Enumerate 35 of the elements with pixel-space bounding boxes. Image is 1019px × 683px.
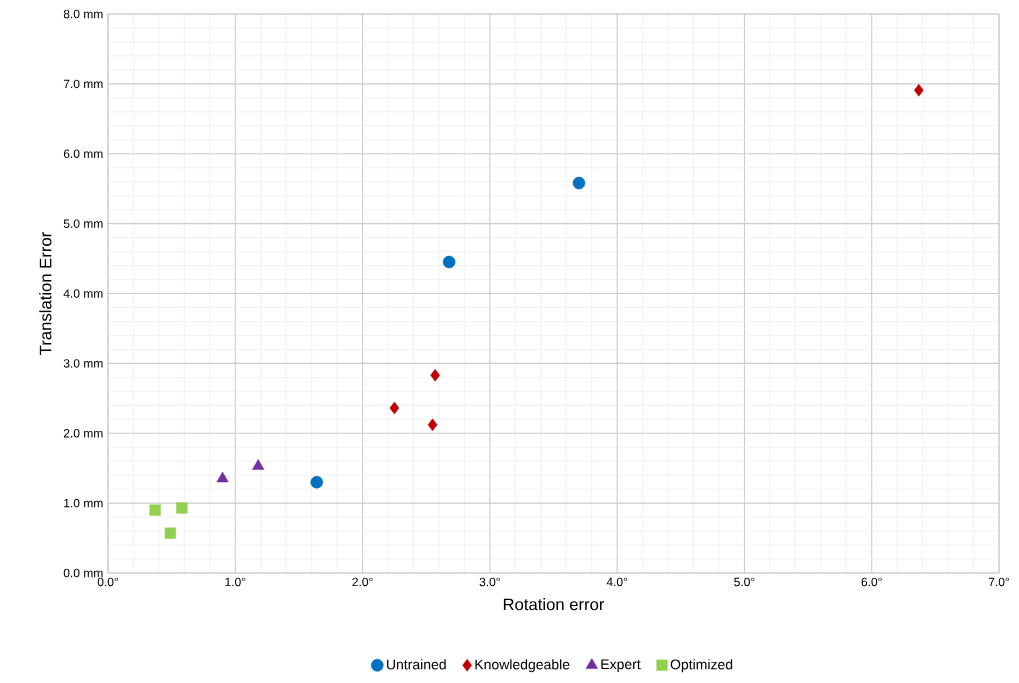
- y-tick-label: 4.0 mm: [63, 289, 103, 298]
- y-tick-label: 1.0 mm: [64, 498, 103, 508]
- x-tick-label: 1.0°: [225, 577, 246, 587]
- point: [164, 527, 176, 539]
- point: [149, 504, 161, 516]
- point: [430, 368, 440, 382]
- x-tick-label: 4.0°: [606, 577, 628, 587]
- point: [252, 459, 265, 470]
- x-tick-label: 2.0°: [352, 577, 373, 587]
- point: [216, 471, 229, 483]
- x-tick-label: 3.0°: [479, 577, 500, 587]
- x-axis-title: Rotation error: [503, 598, 605, 611]
- legend-label: Expert: [601, 659, 641, 672]
- legend-label: Untrained: [387, 659, 446, 670]
- y-tick-label: 0.0 mm: [63, 568, 103, 578]
- y-tick-label: 3.0 mm: [63, 359, 103, 368]
- y-axis-title: Translation Error: [39, 232, 52, 355]
- legend-label: Knowledgeable: [475, 659, 570, 673]
- x-tick-label: 6.0°: [861, 577, 882, 587]
- x-tick-label: 7.0°: [988, 577, 1010, 587]
- y-tick-label: 5.0 mm: [63, 219, 103, 228]
- point: [572, 176, 586, 190]
- point: [427, 418, 438, 432]
- point: [176, 502, 188, 514]
- point: [442, 255, 456, 269]
- y-tick-label: 2.0 mm: [63, 429, 103, 438]
- point: [389, 401, 400, 415]
- y-tick-label: 7.0 mm: [63, 79, 103, 89]
- x-tick-label: 5.0°: [734, 577, 755, 587]
- point: [914, 83, 924, 97]
- x-tick-label: 0.0°: [97, 577, 119, 587]
- y-tick-label: 6.0 mm: [63, 149, 103, 159]
- point: [310, 475, 324, 489]
- y-tick-label: 8.0 mm: [63, 9, 103, 19]
- legend-label: Optimized: [670, 659, 733, 673]
